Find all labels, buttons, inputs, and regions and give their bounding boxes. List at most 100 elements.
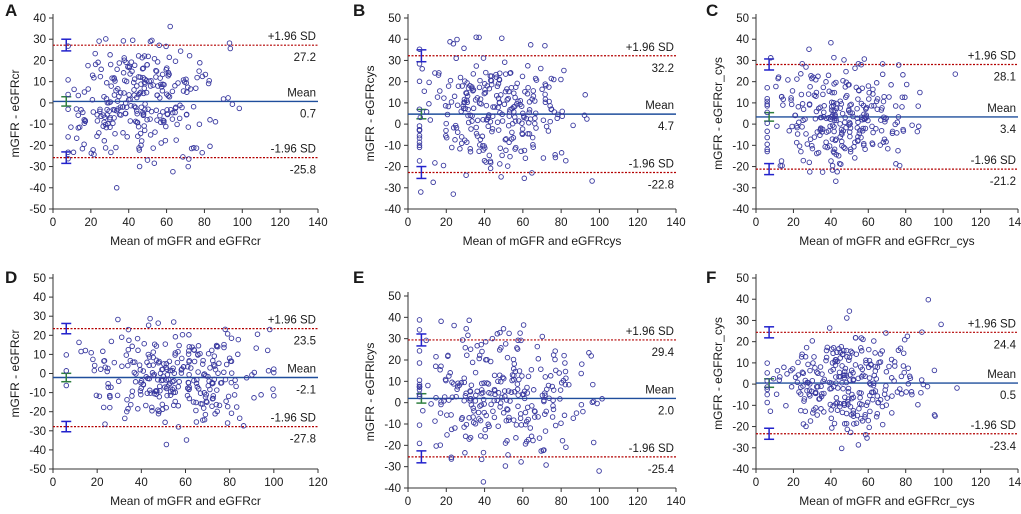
data-point bbox=[825, 128, 832, 134]
data-point bbox=[416, 46, 423, 52]
data-point bbox=[458, 380, 465, 386]
data-point bbox=[858, 390, 864, 396]
data-point bbox=[449, 394, 456, 400]
data-point bbox=[455, 83, 462, 89]
data-point bbox=[470, 414, 476, 420]
x-tick-label: 100 bbox=[233, 217, 252, 229]
data-point bbox=[793, 139, 800, 146]
data-point bbox=[113, 107, 120, 114]
data-point bbox=[898, 391, 905, 397]
data-point bbox=[792, 374, 799, 381]
data-point bbox=[542, 81, 548, 87]
data-point bbox=[137, 367, 144, 373]
data-point bbox=[819, 169, 826, 175]
data-point bbox=[149, 408, 155, 414]
y-tick-label: 30 bbox=[388, 334, 401, 346]
x-tick-label: 80 bbox=[899, 477, 912, 489]
data-point bbox=[823, 79, 829, 85]
data-point bbox=[459, 337, 466, 343]
data-point bbox=[529, 170, 535, 176]
data-point bbox=[805, 361, 811, 368]
data-point bbox=[270, 386, 276, 392]
data-point bbox=[552, 356, 558, 363]
data-point bbox=[176, 115, 183, 122]
data-point bbox=[65, 91, 71, 98]
upper-value-label: 32.2 bbox=[652, 63, 674, 75]
data-point bbox=[512, 118, 519, 124]
data-point bbox=[529, 134, 536, 141]
data-point bbox=[500, 374, 506, 381]
data-point bbox=[470, 87, 477, 93]
lower-value-label: -23.4 bbox=[990, 441, 1017, 453]
data-point bbox=[151, 371, 158, 378]
data-point bbox=[164, 111, 171, 118]
data-point bbox=[570, 415, 577, 421]
data-point bbox=[815, 149, 822, 156]
y-tick-label: 10 bbox=[736, 358, 749, 370]
data-point bbox=[494, 119, 501, 125]
data-point bbox=[144, 157, 151, 163]
data-point bbox=[824, 344, 831, 351]
mean-line-label: Mean bbox=[987, 369, 1016, 381]
data-point bbox=[530, 88, 537, 94]
data-point bbox=[907, 375, 914, 381]
data-point bbox=[444, 432, 450, 438]
data-point bbox=[589, 178, 595, 184]
data-point bbox=[508, 389, 515, 395]
data-point bbox=[466, 436, 472, 442]
data-point bbox=[803, 423, 809, 430]
data-point bbox=[169, 367, 176, 374]
lower-ci-bar bbox=[416, 165, 427, 180]
data-point bbox=[543, 462, 549, 468]
data-point bbox=[524, 390, 531, 396]
data-point bbox=[162, 341, 169, 347]
data-point bbox=[169, 386, 176, 393]
data-point bbox=[820, 91, 826, 98]
data-point bbox=[853, 420, 860, 426]
y-tick-label: 20 bbox=[736, 337, 749, 349]
data-point bbox=[854, 125, 861, 131]
data-point bbox=[145, 53, 151, 60]
data-point bbox=[778, 158, 785, 164]
data-point bbox=[480, 389, 486, 396]
data-point bbox=[150, 354, 156, 361]
data-point bbox=[125, 346, 132, 353]
data-point bbox=[883, 139, 889, 145]
data-point bbox=[883, 369, 890, 375]
data-point bbox=[517, 101, 523, 108]
data-point bbox=[116, 60, 123, 66]
data-point bbox=[222, 326, 228, 333]
mean-value-label: 3.4 bbox=[1000, 124, 1017, 136]
upper-value-label: 28.1 bbox=[994, 71, 1016, 83]
data-point bbox=[496, 77, 503, 83]
data-point bbox=[841, 57, 847, 63]
data-point bbox=[510, 366, 517, 372]
data-point bbox=[868, 381, 874, 388]
data-point bbox=[483, 102, 490, 109]
data-point bbox=[90, 356, 96, 363]
data-point bbox=[231, 392, 238, 398]
data-point bbox=[138, 81, 144, 87]
data-point bbox=[810, 360, 816, 366]
panel-c: C -40 -30 -20 -10 0 10 20 30 40 50 0 20 40 60 80 100 120 1… bbox=[706, 1, 1021, 248]
data-point bbox=[162, 384, 168, 390]
data-point bbox=[209, 403, 215, 409]
data-point bbox=[844, 354, 850, 360]
data-point bbox=[519, 73, 526, 80]
data-point bbox=[764, 148, 770, 155]
data-point bbox=[858, 61, 864, 68]
data-point bbox=[441, 394, 448, 400]
data-point bbox=[925, 296, 932, 303]
y-tick-label: -30 bbox=[384, 183, 401, 195]
data-point bbox=[201, 416, 208, 423]
data-point bbox=[75, 92, 82, 99]
data-point bbox=[470, 105, 477, 112]
data-point bbox=[143, 89, 150, 96]
data-point bbox=[120, 70, 127, 76]
data-point bbox=[416, 123, 423, 129]
data-point bbox=[520, 110, 526, 117]
data-point bbox=[521, 113, 527, 119]
data-point bbox=[549, 414, 556, 420]
data-point bbox=[777, 162, 784, 169]
data-point bbox=[901, 369, 907, 376]
